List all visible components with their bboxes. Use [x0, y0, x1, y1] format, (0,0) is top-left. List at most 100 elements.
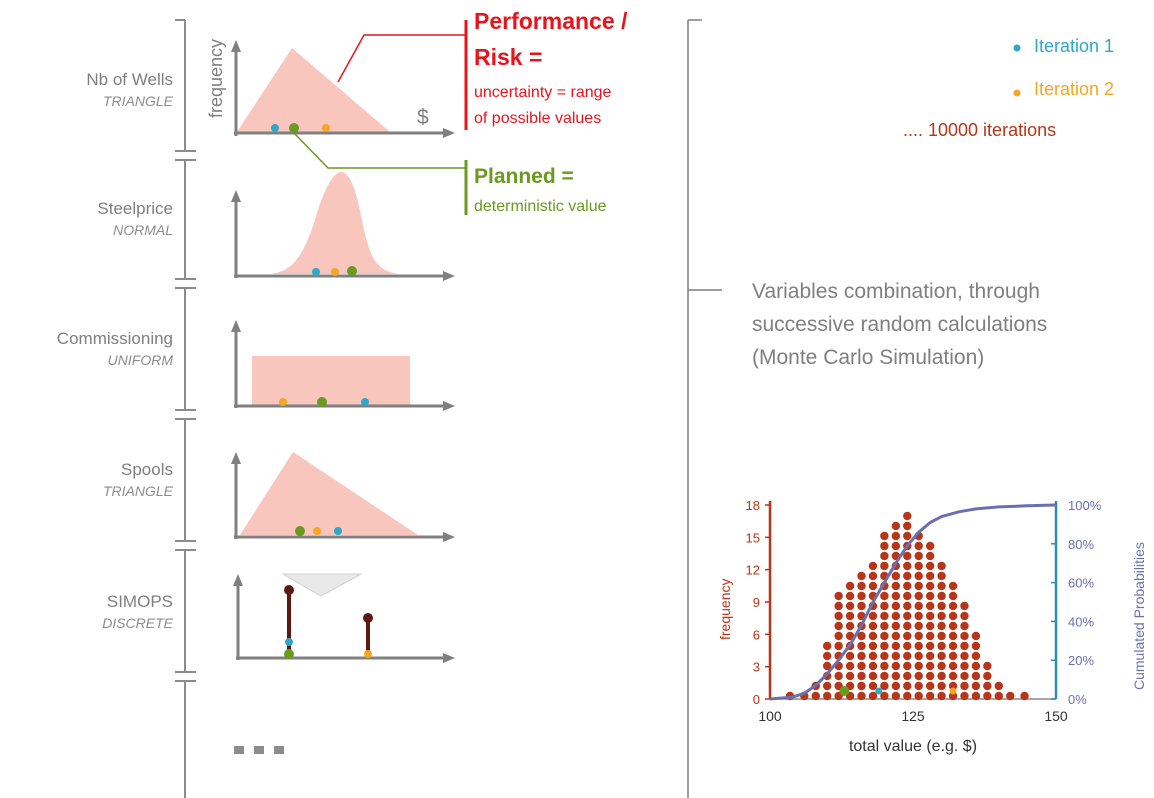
histogram-dot: [891, 591, 901, 601]
histogram-dot: [914, 611, 923, 621]
histogram-dot: [960, 651, 969, 661]
histogram-dot: [948, 691, 958, 701]
histogram-dot: [857, 571, 866, 581]
histogram-dot: [948, 601, 958, 611]
variable-dist-3: UNIFORM: [107, 352, 173, 368]
histogram-dot: [880, 531, 889, 541]
histogram-dot: [823, 681, 832, 691]
histogram-dot: [925, 631, 935, 641]
histogram-dot: [880, 681, 889, 691]
histogram-dot: [868, 641, 878, 651]
histogram-dot: [868, 661, 878, 671]
left-tick-label: 6: [753, 627, 760, 642]
histogram-dot: [891, 691, 901, 701]
histogram-dot: [903, 531, 912, 541]
risk-title-line2: Risk =: [474, 44, 543, 70]
x-axis-arrow: [443, 271, 455, 281]
iterations-count-label: .... 10000 iterations: [903, 120, 1057, 140]
histogram-dot: [868, 681, 878, 691]
histogram-dot: [925, 661, 935, 671]
histogram-dot: [845, 651, 855, 661]
histogram-dot: [903, 611, 912, 621]
histogram-dot: [834, 591, 843, 601]
planned-desc: deterministic value: [474, 198, 607, 215]
cumulative-probability-curve: [769, 503, 1057, 701]
histogram-dot: [891, 631, 901, 641]
iteration2-dot: [322, 124, 330, 132]
iteration1-dot: [285, 638, 293, 646]
histogram-dot: [891, 661, 901, 671]
histogram-dot: [834, 601, 843, 611]
histogram-dot: [868, 631, 878, 641]
histogram-dot: [971, 651, 981, 661]
histogram-dot: [983, 691, 992, 701]
histogram-dot: [903, 631, 912, 641]
histogram-dot: [857, 671, 866, 681]
histogram-dot: [834, 631, 843, 641]
right-tick-label: 20%: [1068, 653, 1094, 668]
variable-name-1: Nb of Wells: [86, 70, 173, 89]
gray-triangle-shape: [281, 573, 362, 597]
planned-title: Planned =: [474, 165, 574, 188]
planned-dot: [284, 649, 294, 659]
histogram-dot: [994, 691, 1003, 701]
planned-dot: [347, 266, 357, 276]
histogram-dot: [880, 541, 889, 551]
histogram-dot: [914, 621, 923, 631]
iteration1-dot: [361, 398, 369, 406]
histogram-dot: [880, 651, 889, 661]
variable-dist-5: DISCRETE: [102, 615, 173, 631]
histogram-dot: [960, 631, 969, 641]
histogram-dot: [971, 641, 981, 651]
histogram-dot: [914, 541, 923, 551]
left-tick-label: 15: [746, 530, 760, 545]
histogram-dot: [1006, 691, 1015, 701]
left-tick-label: 12: [746, 563, 760, 578]
histogram-dot: [925, 601, 935, 611]
histogram-dot: [845, 671, 855, 681]
histogram-dot: [868, 691, 878, 701]
histogram-dot: [971, 691, 981, 701]
histogram-dot: [880, 631, 889, 641]
histogram-dot: [903, 591, 912, 601]
histogram-dot: [937, 561, 946, 571]
left-tick-label: 9: [753, 595, 760, 610]
histogram-dot: [903, 651, 912, 661]
histogram-dot: [834, 641, 843, 651]
y-axis-arrow: [231, 40, 241, 52]
histogram-dot: [914, 551, 923, 561]
histogram-dot: [948, 581, 958, 591]
histogram-dot: [880, 621, 889, 631]
histogram-dot: [948, 641, 958, 651]
variable-dist-4: TRIANGLE: [102, 483, 173, 499]
commissioning-panel: [231, 320, 455, 411]
risk-title-line1: Performance /: [474, 8, 628, 34]
histogram-dot: [823, 651, 832, 661]
histogram-dot: [834, 671, 843, 681]
histogram-xlabel: total value (e.g. $): [849, 738, 977, 755]
variable-name-3: Commissioning: [56, 329, 173, 348]
histogram-dot: [868, 611, 878, 621]
histogram-y2label: Cumulated Probabilities: [1131, 542, 1147, 690]
iteration1-dot: [334, 527, 342, 535]
variable-name-4: Spools: [121, 460, 173, 479]
histogram-dot: [948, 621, 958, 631]
histogram-dot: [925, 591, 935, 601]
histogram-dot: [971, 671, 981, 681]
histogram-dot: [937, 621, 946, 631]
histogram-dot: [903, 561, 912, 571]
histogram-dot: [903, 671, 912, 681]
histogram-dot: [880, 671, 889, 681]
y-axis-arrow: [233, 574, 243, 586]
histogram-dot: [868, 671, 878, 681]
histogram-dot: [937, 611, 946, 621]
histogram-dot: [903, 641, 912, 651]
histogram-dot: [925, 671, 935, 681]
histogram-dot: [857, 681, 866, 691]
histogram-dot: [845, 661, 855, 671]
histogram-dot: [868, 651, 878, 661]
y-axis-arrow: [231, 190, 241, 202]
histogram-dot: [925, 691, 935, 701]
iteration2-dot: [279, 398, 287, 406]
